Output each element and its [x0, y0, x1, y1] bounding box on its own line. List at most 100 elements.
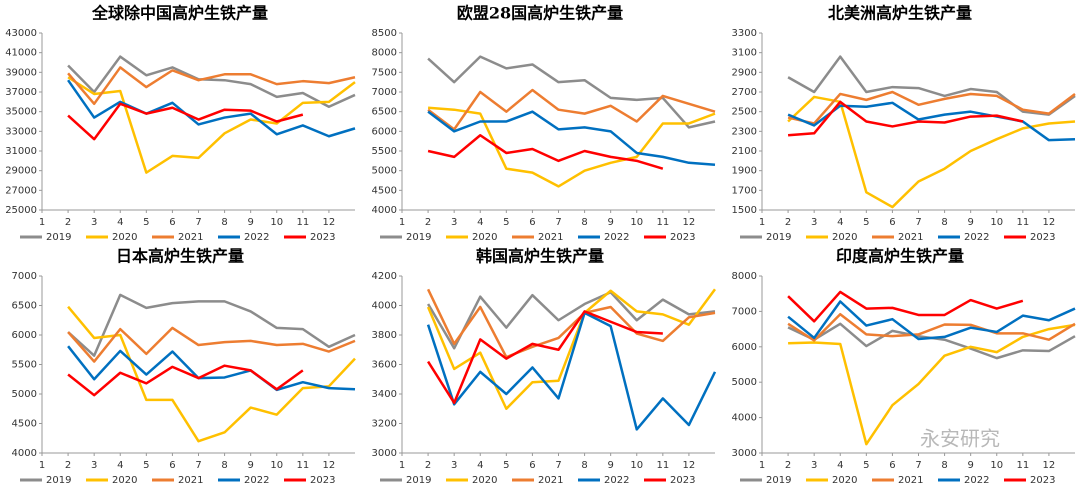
x-tick-label: 4 — [477, 217, 483, 228]
series-line — [787, 90, 1076, 125]
x-tick-label: 11 — [296, 217, 309, 228]
series-line — [67, 305, 356, 443]
legend-label: 2019 — [766, 475, 791, 486]
x-tick-label: 12 — [683, 460, 696, 471]
legend-label: 2022 — [604, 475, 629, 486]
x-tick-label: 5 — [503, 460, 509, 471]
y-tick-label: 2900 — [732, 67, 757, 78]
y-tick-label: 6500 — [372, 107, 397, 118]
y-tick-label: 4000 — [372, 301, 397, 312]
x-tick-label: 1 — [39, 217, 45, 228]
y-tick-label: 33000 — [5, 126, 37, 137]
y-tick-label: 3800 — [372, 330, 397, 341]
x-tick-label: 5 — [143, 460, 149, 471]
chart-title: 全球除中国高炉生铁产量 — [91, 4, 268, 23]
legend-label: 2020 — [112, 232, 137, 243]
series-line — [427, 106, 716, 188]
x-tick-label: 8 — [221, 460, 227, 471]
series-line — [787, 312, 1076, 342]
series-line — [427, 134, 664, 170]
y-tick-label: 2100 — [732, 146, 757, 157]
legend-label: 2022 — [964, 475, 989, 486]
x-tick-label: 3 — [451, 217, 457, 228]
y-tick-label: 6000 — [372, 126, 397, 137]
series-line — [427, 55, 716, 129]
x-tick-label: 6 — [889, 460, 895, 471]
x-tick-label: 12 — [1043, 460, 1056, 471]
legend-label: 2020 — [832, 232, 857, 243]
series-line — [67, 326, 356, 363]
y-tick-label: 5000 — [12, 389, 37, 400]
x-tick-label: 3 — [451, 460, 457, 471]
x-tick-label: 12 — [683, 217, 696, 228]
x-tick-label: 6 — [889, 217, 895, 228]
x-tick-label: 5 — [503, 217, 509, 228]
x-tick-label: 6 — [529, 217, 535, 228]
x-tick-label: 5 — [143, 217, 149, 228]
legend-label: 2022 — [244, 232, 269, 243]
x-tick-label: 11 — [1016, 460, 1029, 471]
watermark: 永安研究 — [920, 427, 1000, 451]
y-tick-label: 1500 — [732, 205, 757, 216]
x-tick-label: 9 — [967, 217, 973, 228]
y-tick-label: 3100 — [732, 48, 757, 59]
y-tick-label: 3000 — [372, 448, 397, 459]
legend-label: 2019 — [46, 232, 71, 243]
x-tick-label: 2 — [65, 217, 71, 228]
x-tick-label: 9 — [607, 217, 613, 228]
chart-title: 北美洲高炉生铁产量 — [828, 4, 972, 23]
legend-label: 2019 — [46, 475, 71, 486]
y-tick-label: 35000 — [5, 107, 37, 118]
x-tick-label: 6 — [529, 460, 535, 471]
x-tick-label: 1 — [759, 460, 765, 471]
legend-label: 2023 — [670, 475, 695, 486]
legend-label: 2022 — [244, 475, 269, 486]
x-tick-label: 2 — [425, 217, 431, 228]
x-tick-label: 8 — [941, 217, 947, 228]
chart-title: 欧盟28国高炉生铁产量 — [457, 4, 623, 23]
y-tick-label: 7500 — [372, 67, 397, 78]
legend-label: 2019 — [406, 475, 431, 486]
x-tick-label: 1 — [759, 217, 765, 228]
y-tick-label: 8000 — [732, 271, 757, 282]
x-tick-label: 3 — [91, 217, 97, 228]
y-tick-label: 6000 — [732, 342, 757, 353]
y-tick-label: 5500 — [12, 360, 37, 371]
legend-label: 2023 — [310, 475, 335, 486]
y-tick-label: 5000 — [732, 377, 757, 388]
y-tick-label: 6000 — [12, 330, 37, 341]
series-line — [787, 100, 1024, 137]
y-tick-label: 4000 — [732, 413, 757, 424]
x-tick-label: 9 — [967, 460, 973, 471]
x-tick-label: 3 — [91, 460, 97, 471]
legend-label: 2021 — [898, 475, 923, 486]
y-tick-label: 37000 — [5, 87, 37, 98]
y-tick-label: 8500 — [372, 28, 397, 39]
x-tick-label: 4 — [117, 460, 123, 471]
series-line — [67, 364, 304, 397]
y-tick-label: 2300 — [732, 126, 757, 137]
legend-label: 2020 — [112, 475, 137, 486]
y-tick-label: 4000 — [372, 205, 397, 216]
y-tick-label: 2700 — [732, 87, 757, 98]
x-tick-label: 8 — [941, 460, 947, 471]
x-tick-label: 1 — [399, 460, 405, 471]
x-tick-label: 4 — [477, 460, 483, 471]
legend-label: 2020 — [832, 475, 857, 486]
x-tick-label: 8 — [221, 217, 227, 228]
series-line — [787, 290, 1024, 323]
y-tick-label: 7000 — [12, 271, 37, 282]
legend-label: 2023 — [670, 232, 695, 243]
y-tick-label: 31000 — [5, 146, 37, 157]
legend-label: 2022 — [964, 232, 989, 243]
x-tick-label: 5 — [863, 460, 869, 471]
series-line — [426, 288, 716, 359]
x-tick-label: 8 — [581, 460, 587, 471]
x-tick-label: 10 — [630, 460, 643, 471]
y-tick-label: 3600 — [372, 360, 397, 371]
x-tick-label: 3 — [811, 460, 817, 471]
series-line — [427, 88, 716, 131]
y-tick-label: 3000 — [732, 448, 757, 459]
y-tick-label: 39000 — [5, 67, 37, 78]
y-tick-label: 1900 — [732, 166, 757, 177]
